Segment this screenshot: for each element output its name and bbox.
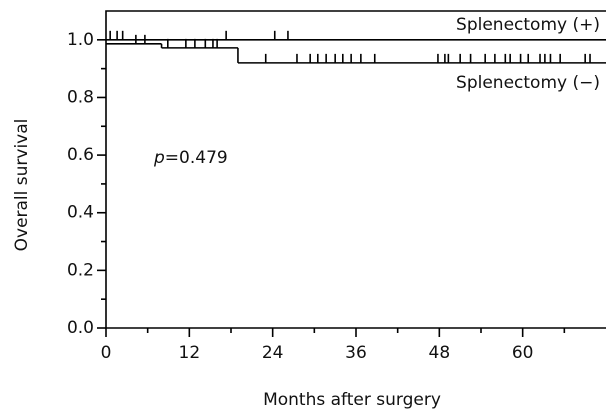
x-tick-label: 24	[262, 343, 284, 363]
y-axis-label: Overall survival	[12, 119, 32, 252]
y-tick-label: 0.4	[67, 203, 94, 223]
series-label: Splenectomy (−)	[456, 73, 600, 93]
x-tick-label: 60	[512, 343, 534, 363]
annotation: p=0.479	[153, 148, 228, 168]
plot-frame	[105, 10, 606, 329]
x-tick-label: 12	[179, 343, 201, 363]
annotation-italic: p	[153, 148, 165, 168]
y-tick-label: 0.0	[67, 318, 94, 338]
annotation-text: =0.479	[165, 148, 228, 168]
y-tick-label: 1.0	[67, 30, 94, 50]
y-tick-label: 0.6	[67, 145, 94, 165]
x-tick-label: 0	[101, 343, 112, 363]
x-axis-label: Months after surgery	[263, 390, 441, 410]
series-label: Splenectomy (+)	[456, 15, 600, 35]
y-tick-label: 0.2	[67, 260, 94, 280]
y-tick-label: 0.8	[67, 87, 94, 107]
x-tick-label: 36	[345, 343, 367, 363]
x-tick-label: 48	[429, 343, 451, 363]
